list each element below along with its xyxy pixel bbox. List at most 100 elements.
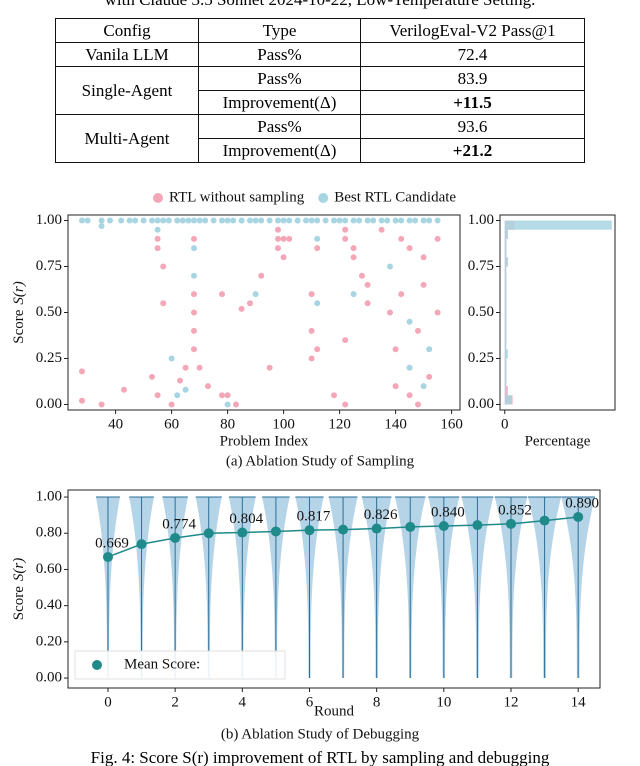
value-label: 0.826 <box>364 507 398 523</box>
point <box>308 327 315 334</box>
config-cell: Single-Agent <box>55 66 199 115</box>
y-tick-label: 1.00 <box>36 212 62 228</box>
point <box>342 217 349 224</box>
point <box>331 392 337 399</box>
point <box>191 346 197 353</box>
point <box>224 392 231 399</box>
legend-label: RTL without sampling <box>169 189 305 205</box>
point <box>364 281 371 288</box>
hist-bar <box>504 330 507 341</box>
point <box>387 309 393 316</box>
point <box>426 217 433 224</box>
point <box>370 217 377 224</box>
point <box>350 254 357 261</box>
hist-bar <box>504 312 507 322</box>
point <box>154 245 161 252</box>
x-tick-label: 0 <box>501 416 509 432</box>
legend-marker <box>153 193 163 203</box>
x-tick-label: 2 <box>171 694 179 710</box>
y-tick-label: 0.25 <box>468 350 494 366</box>
point <box>342 235 349 242</box>
point <box>238 217 245 224</box>
panel-caption: (a) Ablation Study of Sampling <box>226 453 415 469</box>
point <box>420 281 427 288</box>
point <box>415 327 421 334</box>
x-tick-label: 8 <box>373 694 381 710</box>
hist-bar <box>504 340 507 350</box>
hist-bar <box>504 395 512 405</box>
point <box>154 217 161 224</box>
x-tick-label: 160 <box>440 416 463 432</box>
y-tick-label: 0.00 <box>36 669 62 685</box>
panel-caption: (b) Ablation Study of Debugging <box>221 726 420 742</box>
point <box>308 291 315 298</box>
point <box>185 217 192 224</box>
mean-point <box>472 520 483 531</box>
mean-point <box>371 523 382 534</box>
point <box>392 217 399 224</box>
point <box>98 401 105 408</box>
point <box>392 346 399 353</box>
point <box>160 300 167 307</box>
mean-point <box>237 527 248 538</box>
point <box>154 226 161 233</box>
point <box>384 217 391 224</box>
point <box>356 217 363 224</box>
point <box>98 217 105 224</box>
point <box>252 217 259 224</box>
point <box>165 217 172 224</box>
legend-label: Best RTL Candidate <box>334 189 456 205</box>
point <box>210 217 217 224</box>
y-tick-label: 0.50 <box>468 304 494 320</box>
x-tick-label: 140 <box>384 416 407 432</box>
point <box>378 226 385 233</box>
y-tick-label: 0.40 <box>36 597 62 613</box>
x-tick-label: 100 <box>272 416 295 432</box>
point <box>160 263 167 270</box>
point <box>174 392 181 399</box>
legend-label: Mean Score: <box>124 656 200 672</box>
config-cell: Multi-Agent <box>55 114 199 163</box>
header-row: Config Type VerilogEval-V2 Pass@1 <box>55 18 585 43</box>
point <box>378 217 385 224</box>
x-tick-label: 120 <box>328 416 351 432</box>
y-tick-label: 0.50 <box>36 304 62 320</box>
legend-marker <box>318 193 329 203</box>
point <box>219 217 225 224</box>
point <box>350 291 357 298</box>
point <box>191 217 197 224</box>
point <box>121 386 127 393</box>
point <box>415 401 421 408</box>
hist-bar <box>504 294 507 304</box>
plot-frame <box>67 489 601 689</box>
point <box>392 383 399 390</box>
y-tick-label: 0.20 <box>36 633 62 649</box>
point <box>342 226 349 233</box>
point <box>322 217 329 224</box>
point <box>294 217 301 224</box>
type-cell: Pass% <box>198 66 361 91</box>
point <box>308 355 315 362</box>
row: Improvement(Δ) +21.2 <box>56 138 585 163</box>
mean-point <box>102 551 113 562</box>
legend-box <box>74 650 286 680</box>
x-tick-label: 10 <box>436 694 451 710</box>
x-tick-label: 6 <box>306 694 314 710</box>
row: Single-Agent Pass% 83.9 <box>55 66 585 115</box>
legend-marker <box>92 660 102 670</box>
point <box>252 291 259 298</box>
x-tick-label: 40 <box>108 416 123 432</box>
point <box>196 364 203 371</box>
point <box>350 245 357 252</box>
x-tick-label: 60 <box>164 416 179 432</box>
point <box>202 217 209 224</box>
hist-bar <box>504 386 507 396</box>
point <box>420 254 427 261</box>
point <box>247 300 253 307</box>
point <box>219 392 225 399</box>
point <box>406 245 413 252</box>
x-tick-label: 4 <box>239 694 247 710</box>
point <box>179 217 186 224</box>
mean-point <box>338 524 349 535</box>
point <box>84 217 91 224</box>
